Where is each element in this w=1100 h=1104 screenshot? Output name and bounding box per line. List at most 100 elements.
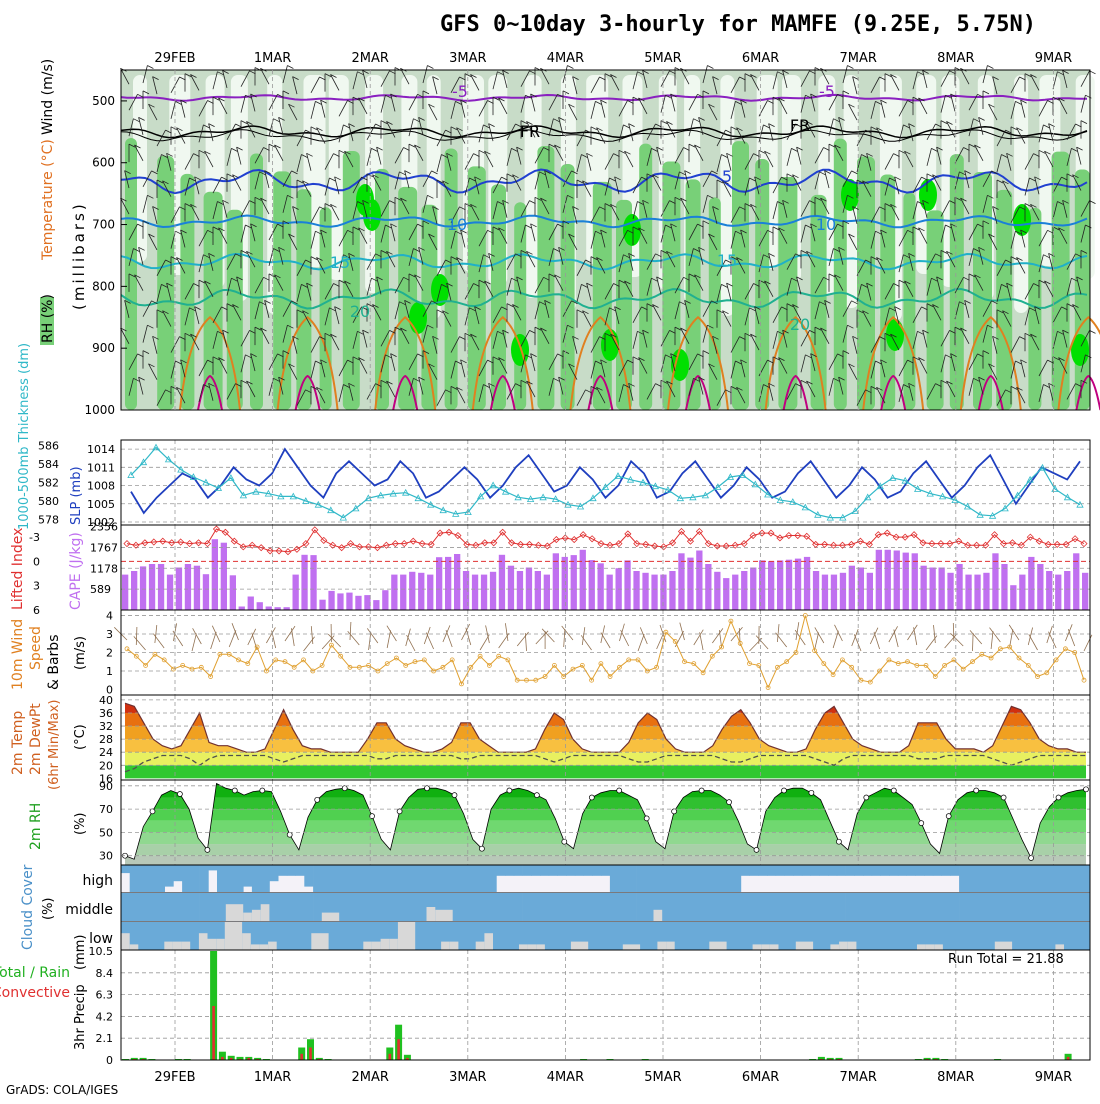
wind10-barb <box>796 622 799 640</box>
cape-bar <box>849 566 855 610</box>
cloud-low-cell <box>502 922 511 950</box>
temp2m-axis-label: 2m Temp <box>10 711 26 775</box>
cape-bar <box>696 551 702 611</box>
temp-band <box>121 765 1090 778</box>
rh2m-point <box>150 809 155 814</box>
cloud-middle-gap <box>261 904 270 921</box>
cloud-high-bar <box>1046 865 1055 892</box>
date-label-bottom: 29FEB <box>154 1070 195 1085</box>
rh-high-column <box>755 159 769 410</box>
cloud-high-bar <box>139 865 148 892</box>
cape-bar <box>400 575 406 610</box>
slp-tick-label: 1005 <box>87 498 115 511</box>
cape-bar <box>185 564 191 610</box>
date-label-bottom: 5MAR <box>644 1070 681 1085</box>
cloud-low-cell <box>701 922 710 950</box>
cloud-low-bar <box>632 944 641 950</box>
precip-tick-label: 8.4 <box>96 967 114 980</box>
rh-high-column <box>732 141 749 410</box>
cloud-high-bar <box>950 865 959 876</box>
rh-high-column <box>320 207 332 410</box>
cloud-high-bar <box>933 865 942 876</box>
date-label-top: 4MAR <box>547 51 584 66</box>
cloud-middle-cell <box>776 893 785 921</box>
rh-high-column <box>157 156 174 410</box>
cloud-low-cell <box>649 922 658 950</box>
cloud-low-bar <box>753 944 762 950</box>
cloud-high-bar <box>819 865 828 876</box>
cloud-high-bar <box>732 865 741 892</box>
contour-label: 10 <box>447 215 467 234</box>
cape-bar <box>867 573 873 610</box>
rh2m-point <box>232 788 237 793</box>
date-label-top: 2MAR <box>351 51 388 66</box>
precip-legend-convective: Convective <box>0 985 70 1001</box>
cloud-high-bar <box>435 865 444 892</box>
cape-bar <box>167 575 173 610</box>
cloud-high-bar <box>514 865 523 876</box>
cloud-middle-cell <box>889 893 898 921</box>
cloud-middle-cell <box>540 893 549 921</box>
rh2m-point <box>177 792 182 797</box>
date-label-bottom: 6MAR <box>742 1070 779 1085</box>
cloud-middle-cell <box>549 893 558 921</box>
rh-band <box>121 821 1090 833</box>
cloud-high-bar <box>994 865 1003 892</box>
cape-bar <box>382 590 388 610</box>
cloud-high-bar <box>549 865 558 876</box>
slp-thickness-panel <box>121 444 1090 522</box>
cloud-middle-cell <box>217 893 226 921</box>
cloud-low-bar <box>130 944 139 950</box>
contour-label: 20 <box>790 315 810 334</box>
cloud-low-bar <box>450 942 459 950</box>
cloud-low-cell <box>908 922 917 950</box>
cape-bar <box>965 575 971 610</box>
cape-bar <box>355 596 361 610</box>
cloud-middle-cell <box>514 893 523 921</box>
wind10-speed-line <box>127 616 1084 688</box>
cloud-high-bar <box>400 865 409 892</box>
cloud-middle-cell <box>531 893 540 921</box>
cloud-low-bar <box>311 933 320 950</box>
date-label-top: 6MAR <box>742 51 779 66</box>
cloud-middle-cell <box>523 893 532 921</box>
wind10-barb <box>387 626 397 641</box>
cloud-middle-cell <box>558 893 567 921</box>
slp-axis-label: SLP (mb) <box>69 466 84 525</box>
cloud-low-cell <box>943 922 952 950</box>
cloud-low-bar <box>666 942 675 950</box>
cape-bar <box>1001 564 1007 610</box>
cloud-high-bar <box>365 865 374 892</box>
cloud-low-bar <box>225 922 234 950</box>
cape-bar <box>490 572 496 610</box>
rh2m-point <box>974 788 979 793</box>
rh-saturated-patch <box>363 199 381 231</box>
wind10-barb <box>173 631 183 646</box>
cloud-high-bar <box>723 865 732 892</box>
cloud-high-bar <box>575 865 584 876</box>
cloud-high-bar <box>531 865 540 876</box>
cape-bar <box>436 557 442 610</box>
cape-bar <box>230 575 236 610</box>
cloud-middle-cell <box>645 893 654 921</box>
cloud-middle-cell <box>619 893 628 921</box>
cloud-high-bar <box>741 865 750 876</box>
rh-tick-label: 50 <box>99 826 113 839</box>
cloud-middle-cell <box>488 893 497 921</box>
cloud-low-bar <box>830 944 839 950</box>
cape-bar <box>607 575 613 610</box>
rh2m-point <box>452 793 457 798</box>
wind10-barb <box>1068 629 1074 646</box>
wind10-barb <box>192 634 196 652</box>
cloud-middle-cell <box>977 893 986 921</box>
cloud-middle-cell <box>872 893 881 921</box>
wind-legend-label: Wind (m/s) <box>40 59 56 135</box>
cloud-high-bar <box>706 865 715 892</box>
cape-bar <box>149 564 155 610</box>
cloud-high-bar <box>496 865 505 876</box>
thickness-tick-label: 582 <box>38 477 59 490</box>
slp-line <box>131 449 1080 513</box>
wind10-barb <box>285 626 295 641</box>
rh-high-column <box>537 146 554 410</box>
cloud-high-bar <box>898 865 907 876</box>
